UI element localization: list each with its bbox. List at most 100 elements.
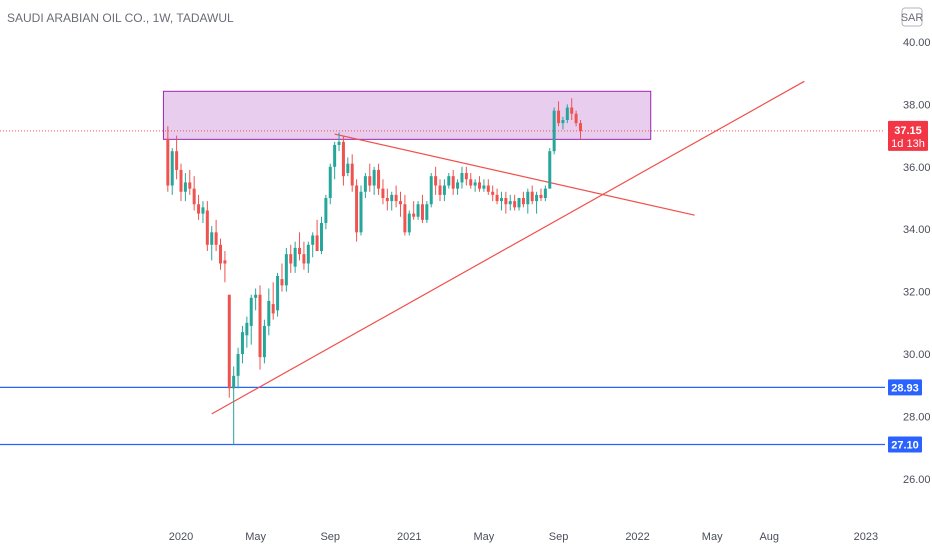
candle-body xyxy=(381,188,385,198)
candle-body xyxy=(513,201,517,208)
candle-body xyxy=(245,322,249,336)
candle-body xyxy=(539,194,543,198)
candle-body xyxy=(337,141,341,145)
candle xyxy=(333,141,337,180)
candle-body xyxy=(574,113,578,124)
candle xyxy=(280,263,284,292)
y-tick-label: 36.00 xyxy=(903,162,931,174)
candle-body xyxy=(219,244,223,264)
candle xyxy=(170,148,174,195)
candle-body xyxy=(504,198,508,205)
candle xyxy=(372,166,376,195)
currency-button[interactable]: SAR xyxy=(901,7,924,27)
candle-body xyxy=(355,185,359,233)
candle-body xyxy=(557,110,561,124)
candle xyxy=(324,194,328,230)
candle-body xyxy=(473,182,477,186)
candle xyxy=(315,219,319,252)
candle xyxy=(399,191,402,217)
candle xyxy=(469,173,473,189)
candle xyxy=(302,241,306,270)
candle xyxy=(508,194,512,211)
candle xyxy=(350,154,354,192)
candle xyxy=(227,294,231,398)
candle xyxy=(486,179,490,195)
candle-body xyxy=(328,166,332,198)
candle-body xyxy=(249,297,253,326)
candle-body xyxy=(420,204,424,220)
candle xyxy=(543,185,547,202)
candle xyxy=(456,179,460,195)
support-level-tag xyxy=(888,436,922,453)
candle xyxy=(306,241,310,273)
candle-body xyxy=(425,204,429,220)
price-tag-countdown: 1d 13h xyxy=(891,138,925,150)
candle-body xyxy=(526,191,530,205)
candle xyxy=(249,294,253,345)
candle-body xyxy=(517,198,521,208)
candle-body xyxy=(262,325,266,358)
candle xyxy=(293,241,297,273)
candle xyxy=(548,148,552,189)
candle-body xyxy=(267,300,271,326)
candle xyxy=(258,285,262,370)
candle-body xyxy=(478,182,482,189)
candle xyxy=(219,238,223,270)
candle-body xyxy=(214,232,218,245)
candle xyxy=(341,135,345,186)
candle-body xyxy=(341,141,345,177)
candle xyxy=(188,169,192,195)
candle xyxy=(412,201,416,220)
candle-body xyxy=(429,176,433,205)
candle xyxy=(403,194,407,236)
x-tick-label: May xyxy=(702,531,723,543)
candle-body xyxy=(236,354,240,376)
x-tick-label: 2020 xyxy=(169,531,193,543)
candle xyxy=(504,191,508,214)
candle-body xyxy=(521,198,525,205)
candle-body xyxy=(451,176,455,189)
candle-body xyxy=(192,188,196,205)
candle xyxy=(539,188,543,202)
support-level-label: 28.93 xyxy=(891,382,919,394)
candle-body xyxy=(346,163,350,174)
x-tick-label: Sep xyxy=(549,531,569,543)
chart-title: SAUDI ARABIAN OIL CO., 1W, TADAWUL xyxy=(7,11,234,25)
candle xyxy=(337,132,341,152)
candle xyxy=(166,126,170,192)
candle xyxy=(201,201,205,223)
candle-body xyxy=(442,185,446,195)
resistance-zone-layer xyxy=(162,90,652,140)
y-tick-label: 32.00 xyxy=(903,287,931,299)
candle-body xyxy=(399,201,402,205)
candle-body xyxy=(306,244,310,264)
candle-body xyxy=(175,151,179,170)
candle xyxy=(535,191,539,214)
candle xyxy=(232,366,236,445)
candle xyxy=(438,179,442,202)
trendline-layer xyxy=(0,80,885,446)
candle-body xyxy=(499,198,503,202)
candle-body xyxy=(319,222,323,252)
y-tick-label: 38.00 xyxy=(903,99,931,111)
candle-body xyxy=(170,151,174,186)
currency-button-frame[interactable] xyxy=(901,7,923,27)
candle-body xyxy=(565,107,569,120)
candle xyxy=(482,179,486,192)
candle xyxy=(328,163,332,205)
candle xyxy=(385,188,389,211)
candle-body xyxy=(223,260,227,264)
candle-body xyxy=(359,191,363,233)
y-tick-label: 30.00 xyxy=(903,349,931,361)
candle xyxy=(192,176,196,211)
candle-body xyxy=(412,213,416,217)
support-level-tag xyxy=(888,379,922,396)
candle-body xyxy=(456,182,460,189)
candle xyxy=(407,210,411,236)
candle-body xyxy=(578,123,582,131)
candle-body xyxy=(394,194,398,202)
candle-body xyxy=(377,169,381,189)
